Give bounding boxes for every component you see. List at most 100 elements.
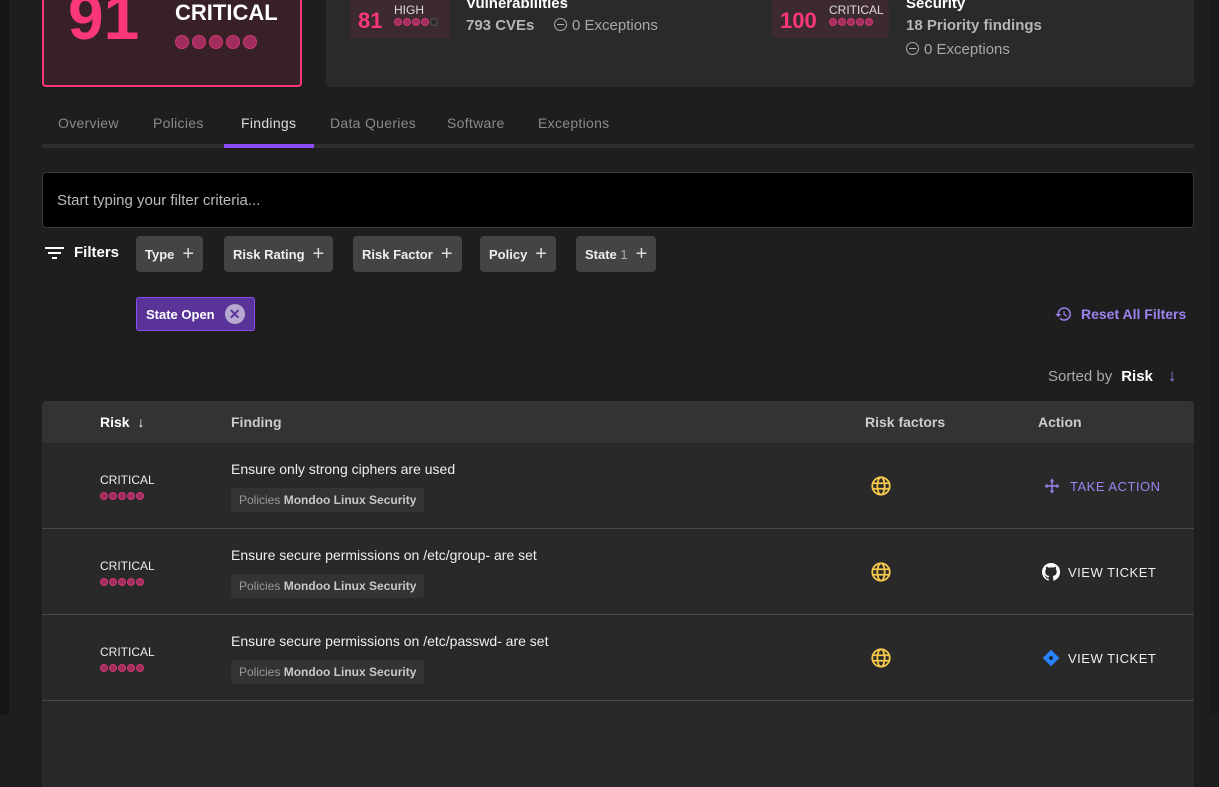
plus-icon: + (312, 242, 325, 265)
vuln-count[interactable]: 793 CVEs (466, 17, 535, 34)
filter-chip-type[interactable]: Type + (136, 236, 204, 272)
chip-label: Risk Rating (233, 246, 305, 262)
jira-icon (1042, 649, 1060, 667)
plus-icon: + (635, 242, 648, 265)
table-row[interactable]: CRITICAL Ensure only strong ciphers are … (42, 443, 1194, 529)
sort-control[interactable]: Sorted by Risk ↓ (1048, 366, 1176, 386)
filter-chip-risk-factor[interactable]: Risk Factor + (353, 236, 462, 272)
tab-data-queries[interactable]: Data Queries (330, 115, 417, 131)
chip-label: Policy (489, 246, 528, 262)
vuln-title[interactable]: Vulnerabilities (466, 0, 568, 12)
vuln-score-badge: 81 HIGH (350, 0, 450, 38)
risk-rating: CRITICAL (100, 473, 155, 500)
table-header: Risk ↓ Finding Risk factors Action (42, 401, 1194, 443)
action-button[interactable]: TAKE ACTION (1042, 477, 1161, 495)
active-filter-state-open: State Open ✕ (136, 297, 255, 331)
risk-dots (100, 578, 155, 586)
security-exceptions-label: 0 Exceptions (924, 41, 1010, 58)
policy-tag[interactable]: Policies Mondoo Linux Security (231, 574, 425, 598)
risk-label: CRITICAL (100, 559, 155, 573)
plus-icon: + (535, 242, 547, 265)
chip-label: State (585, 246, 617, 262)
header-action: Action (1038, 414, 1082, 430)
risk-dots (100, 492, 155, 500)
action-button[interactable]: VIEW TICKET (1042, 563, 1156, 581)
policy-prefix: Policies (239, 493, 281, 507)
vuln-score: 81 (358, 8, 383, 33)
globe-icon (871, 562, 891, 582)
risk-label: CRITICAL (100, 645, 155, 659)
policy-name: Mondoo Linux Security (283, 493, 417, 507)
tab-bar: Overview Policies Findings Data Queries … (42, 100, 1194, 148)
table-row[interactable] (42, 701, 1194, 787)
risk-factor-internet-exposed[interactable] (870, 561, 892, 588)
security-title[interactable]: Security (906, 0, 966, 12)
policy-name: Mondoo Linux Security (283, 579, 417, 593)
filters-label: Filters (74, 244, 120, 261)
arrow-down-icon[interactable]: ↓ (1167, 366, 1177, 385)
left-sidebar-edge (0, 0, 9, 715)
plus-icon: + (182, 242, 195, 265)
active-filter-label: State Open (146, 306, 215, 322)
risk-dots (100, 664, 155, 672)
policy-tag[interactable]: Policies Mondoo Linux Security (231, 660, 425, 684)
policy-tag[interactable]: Policies Mondoo Linux Security (231, 488, 425, 512)
security-score: 100 (780, 8, 817, 33)
globe-icon (871, 476, 891, 496)
overall-rating: CRITICAL (175, 0, 278, 25)
sort-arrow-icon: ↓ (137, 414, 145, 430)
vuln-exceptions[interactable]: 0 Exceptions (554, 17, 658, 34)
globe-icon (871, 648, 891, 668)
remove-filter-icon[interactable]: ✕ (224, 304, 245, 324)
action-label: TAKE ACTION (1070, 478, 1161, 494)
right-edge (1210, 0, 1219, 715)
findings-table: Risk ↓ Finding Risk factors Action CRITI… (42, 401, 1194, 787)
security-count[interactable]: 18 Priority findings (906, 17, 1042, 34)
tab-exceptions[interactable]: Exceptions (538, 115, 610, 131)
minus-circle-icon (554, 18, 567, 31)
github-icon (1042, 563, 1060, 581)
risk-factor-internet-exposed[interactable] (870, 647, 892, 674)
finding-title[interactable]: Ensure secure permissions on /etc/passwd… (231, 633, 549, 649)
risk-rating: CRITICAL (100, 559, 155, 586)
overall-score-card: 91 CRITICAL (42, 0, 302, 87)
filters-toggle[interactable]: Filters (45, 244, 119, 261)
action-label: VIEW TICKET (1068, 650, 1157, 666)
security-score-badge: 100 CRITICAL (772, 0, 889, 38)
security-rating: CRITICAL (829, 3, 884, 17)
vuln-rating: HIGH (394, 3, 424, 17)
filter-chip-policy[interactable]: Policy + (480, 236, 556, 272)
risk-factor-internet-exposed[interactable] (870, 475, 892, 502)
header-finding[interactable]: Finding (231, 414, 282, 430)
table-row[interactable]: CRITICAL Ensure secure permissions on /e… (42, 615, 1194, 701)
reset-label: Reset All Filters (1081, 306, 1187, 322)
header-risk[interactable]: Risk ↓ (100, 414, 145, 430)
tab-overview[interactable]: Overview (58, 115, 119, 131)
filter-chip-risk-rating[interactable]: Risk Rating + (224, 236, 334, 272)
tab-findings[interactable]: Findings (241, 115, 297, 131)
action-button[interactable]: VIEW TICKET (1042, 649, 1156, 667)
filter-chip-state[interactable]: State 1 + (576, 236, 657, 272)
summary-card: 81 HIGH Vulnerabilities 793 CVEs 0 Excep… (326, 0, 1194, 87)
finding-title[interactable]: Ensure secure permissions on /etc/group-… (231, 547, 537, 563)
reset-filters-button[interactable]: Reset All Filters (1054, 305, 1186, 323)
overall-score: 91 (68, 0, 140, 53)
security-exceptions[interactable]: 0 Exceptions (906, 41, 1010, 58)
filter-input[interactable] (42, 172, 1194, 228)
tab-software[interactable]: Software (447, 115, 505, 131)
risk-rating: CRITICAL (100, 645, 155, 672)
table-row[interactable]: CRITICAL Ensure secure permissions on /e… (42, 529, 1194, 615)
sort-field: Risk (1121, 367, 1153, 385)
vuln-exceptions-label: 0 Exceptions (572, 17, 658, 34)
tab-policies[interactable]: Policies (153, 115, 204, 131)
minus-circle-icon (906, 42, 919, 55)
history-icon (1055, 307, 1071, 321)
chip-count: 1 (620, 246, 628, 262)
policy-prefix: Policies (239, 665, 281, 679)
finding-title[interactable]: Ensure only strong ciphers are used (231, 461, 456, 477)
policy-prefix: Policies (239, 579, 281, 593)
risk-label: CRITICAL (100, 473, 155, 487)
plus-icon: + (440, 242, 453, 265)
header-risk-factors: Risk factors (865, 414, 946, 430)
filter-icon (45, 246, 64, 259)
